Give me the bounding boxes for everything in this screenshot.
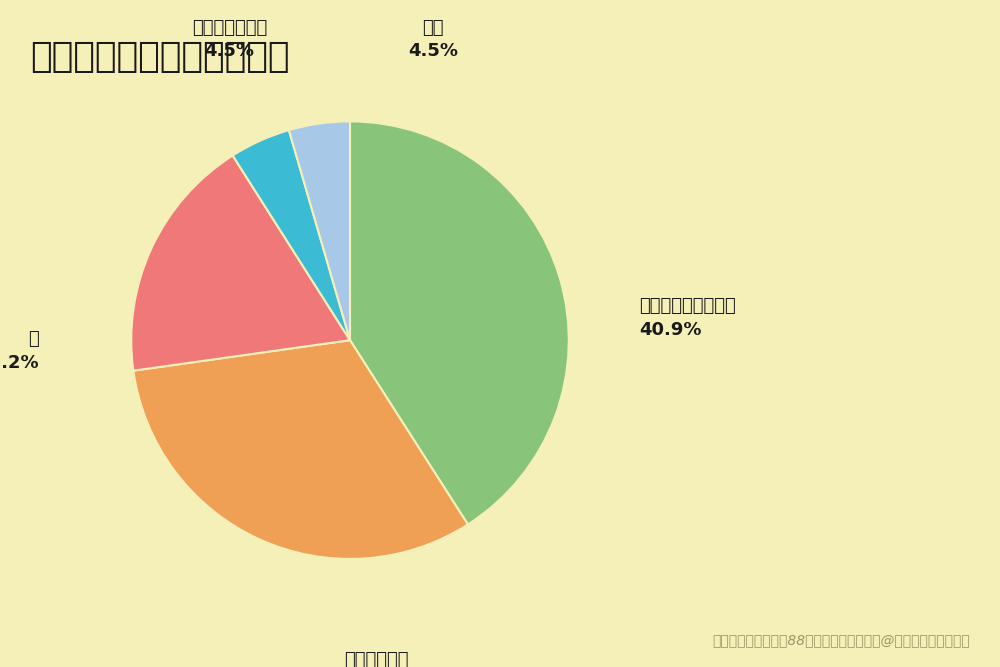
Wedge shape — [289, 121, 350, 340]
Text: 配達サービス
31.8%: 配達サービス 31.8% — [344, 651, 409, 667]
Text: パルシステム利用者88人にアンケート調査@食で暮らしを豊かに: パルシステム利用者88人にアンケート調査@食で暮らしを豊かに — [712, 633, 970, 647]
Wedge shape — [350, 121, 569, 524]
Wedge shape — [133, 340, 468, 559]
Wedge shape — [233, 130, 350, 340]
Wedge shape — [131, 155, 350, 371]
Text: 食品の安全性の高さ
40.9%: 食品の安全性の高さ 40.9% — [639, 297, 736, 339]
Text: パルシステムを選んだ理由: パルシステムを選んだ理由 — [30, 40, 290, 74]
Text: 価格
4.5%: 価格 4.5% — [408, 19, 458, 60]
Text: 注文のしやすさ
4.5%: 注文のしやすさ 4.5% — [192, 19, 267, 60]
Text: 味
18.2%: 味 18.2% — [0, 330, 39, 372]
